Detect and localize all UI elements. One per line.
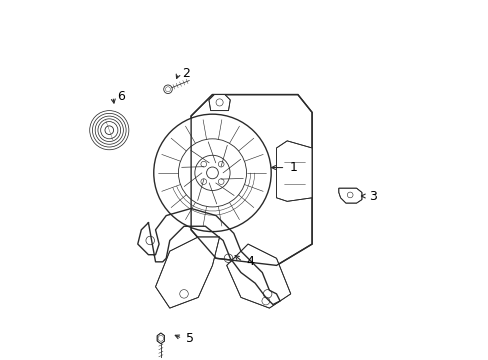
Polygon shape (338, 188, 361, 203)
Text: 1: 1 (289, 161, 297, 174)
Text: 2: 2 (182, 67, 190, 80)
Text: 5: 5 (186, 332, 194, 345)
Text: 4: 4 (246, 255, 254, 268)
Text: 6: 6 (117, 90, 124, 103)
Polygon shape (191, 95, 311, 265)
Circle shape (163, 85, 172, 94)
Polygon shape (138, 208, 280, 305)
Polygon shape (155, 237, 219, 308)
Polygon shape (208, 95, 230, 111)
Polygon shape (226, 244, 290, 308)
Text: 3: 3 (368, 189, 377, 203)
Circle shape (153, 114, 271, 231)
Polygon shape (157, 333, 164, 344)
Polygon shape (276, 141, 311, 201)
